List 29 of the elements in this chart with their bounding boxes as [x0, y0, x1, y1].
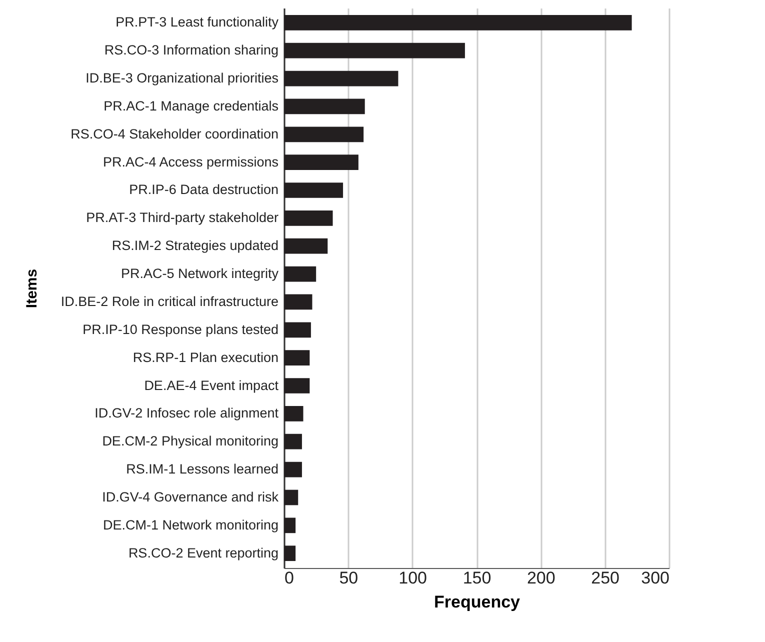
y-tick-label: ID.BE-2 Role in critical infrastructure [60, 294, 278, 309]
y-tick-label: RS.IM-1 Lessons learned [126, 462, 278, 477]
y-tick-label: PR.PT-3 Least functionality [116, 14, 279, 30]
y-tick-label: ID.BE-3 Organizational priorities [86, 70, 279, 86]
x-tick-label: 200 [526, 568, 556, 588]
y-tick-label: ID.GV-4 Governance and risk [102, 489, 279, 504]
x-tick-label: 300 [641, 568, 670, 588]
y-tick-label: PR.AC-1 Manage credentials [104, 98, 279, 114]
x-tick-label: 50 [339, 568, 358, 588]
y-tick-label: RS.CO-3 Information sharing [104, 42, 278, 58]
y-tick-label: PR.AC-4 Access permissions [102, 154, 279, 170]
y-tick-label: PR.AT-3 Third-party stakeholder [86, 210, 279, 226]
y-tick-label: PR.IP-10 Response plans tested [82, 322, 278, 337]
x-tick-label: 150 [462, 568, 492, 588]
x-tick-label: 250 [591, 568, 620, 588]
y-tick-label: DE.AE-4 Event impact [144, 378, 279, 393]
y-tick-label: RS.RP-1 Plan execution [132, 350, 278, 365]
y-tick-label: ID.GV-2 Infosec role alignment [94, 406, 279, 421]
y-tick-label: DE.CM-2 Physical monitoring [102, 434, 278, 449]
y-tick-label: DE.CM-1 Network monitoring [102, 517, 278, 532]
y-tick-label: RS.IM-2 Strategies updated [112, 238, 278, 254]
x-axis-title: Frequency [434, 592, 521, 612]
y-axis-title: Items [24, 268, 40, 308]
y-tick-label: PR.IP-6 Data destruction [129, 182, 278, 198]
x-tick-label: 100 [398, 568, 428, 588]
y-tick-label: PR.AC-5 Network integrity [120, 266, 279, 282]
y-tick-label: RS.CO-2 Event reporting [128, 545, 278, 560]
y-tick-label: RS.CO-4 Stakeholder coordination [70, 126, 278, 142]
x-tick-label: 0 [284, 568, 294, 588]
